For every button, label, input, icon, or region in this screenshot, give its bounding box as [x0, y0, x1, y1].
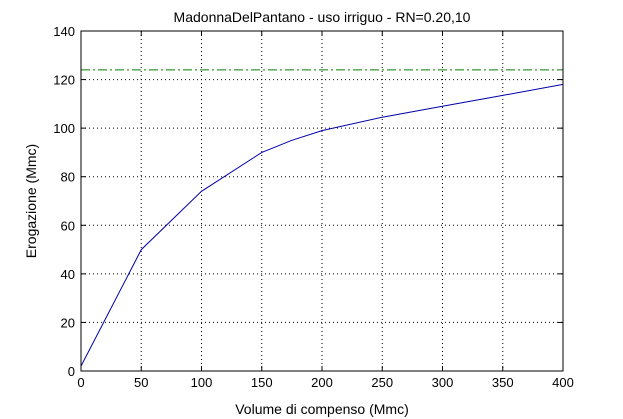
y-tick-label: 80	[61, 170, 75, 185]
chart-title: MadonnaDelPantano - uso irriguo - RN=0.2…	[174, 9, 471, 25]
x-tick-label: 0	[77, 375, 84, 390]
y-tick-label: 100	[53, 121, 75, 136]
x-tick-label: 400	[552, 375, 574, 390]
series-layer	[80, 69, 564, 367]
y-tick-label: 60	[61, 218, 75, 233]
y-tick-label: 140	[53, 24, 75, 39]
y-tick-label: 40	[61, 267, 75, 282]
y-tick-label: 120	[53, 73, 75, 88]
x-tick-label: 150	[251, 375, 273, 390]
x-tick-label: 100	[191, 375, 213, 390]
y-tick-label: 0	[68, 364, 75, 379]
grid	[81, 31, 563, 371]
x-tick-label: 200	[311, 375, 333, 390]
x-tick-label: 300	[432, 375, 454, 390]
y-axis-label: Erogazione (Mmc)	[23, 144, 39, 258]
series-line-0	[80, 83, 564, 367]
y-tick-label: 20	[61, 315, 75, 330]
ticks: 0 50 100 150 200 250 300 350 400 0 20 40 60 80 100 120 1…	[53, 24, 574, 390]
x-tick-label: 350	[492, 375, 514, 390]
x-axis-label: Volume di compenso (Mmc)	[235, 401, 409, 417]
x-tick-label: 250	[371, 375, 393, 390]
x-tick-label: 50	[134, 375, 148, 390]
